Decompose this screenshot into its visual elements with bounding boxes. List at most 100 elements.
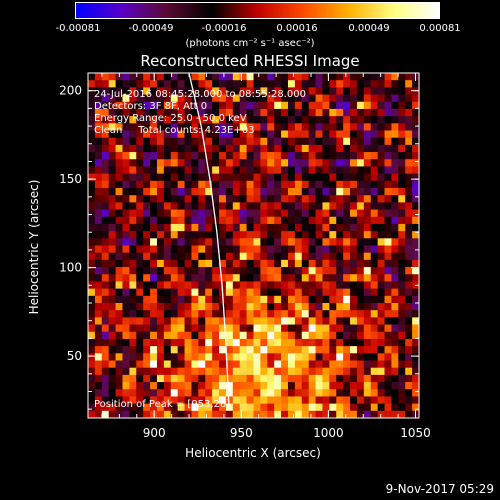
heatmap-cell [260, 188, 268, 196]
heatmap-cell [219, 116, 227, 124]
heatmap-cell [363, 259, 372, 268]
heatmap-cell [405, 123, 413, 131]
heatmap-cell [239, 116, 248, 124]
heatmap-cell [343, 360, 351, 369]
heatmap-cell [287, 159, 296, 167]
heatmap-cell [274, 360, 282, 369]
heatmap-cell [122, 94, 130, 103]
heatmap-cell [115, 173, 123, 182]
heatmap-cell [94, 281, 103, 290]
heatmap-cell [329, 259, 337, 268]
heatmap-cell [391, 410, 399, 419]
heatmap-cell [108, 130, 116, 139]
heatmap-cell [232, 202, 241, 210]
heatmap-cell [225, 259, 234, 268]
heatmap-cell [163, 331, 172, 340]
heatmap-cell [177, 367, 185, 376]
heatmap-cell [177, 267, 185, 275]
heatmap-cell [363, 130, 372, 139]
heatmap-cell [281, 238, 289, 246]
heatmap-cell [329, 331, 337, 340]
heatmap-cell [281, 303, 289, 311]
heatmap-cell [88, 360, 96, 369]
heatmap-cell [156, 123, 165, 131]
heatmap-cell [101, 360, 110, 369]
heatmap-cell [315, 188, 323, 196]
colorbar-units: (photons cm⁻² s⁻¹ asec⁻²) [185, 38, 315, 49]
heatmap-cell [170, 202, 179, 210]
heatmap-cell [315, 209, 323, 218]
heatmap-cell [253, 274, 261, 282]
heatmap-cell [88, 101, 96, 110]
heatmap-cell [184, 159, 192, 167]
heatmap-cell [398, 223, 406, 232]
colorbar-tick: -0.00049 [128, 23, 174, 34]
chart-title: Reconstructed RHESSI Image [140, 52, 360, 70]
heatmap-cell [232, 101, 241, 110]
heatmap-cell [301, 353, 310, 361]
heatmap-cell [108, 295, 116, 304]
heatmap-cell [267, 259, 275, 268]
heatmap-cell [391, 166, 399, 175]
heatmap-cell [232, 396, 241, 405]
heatmap-cell [225, 80, 234, 88]
heatmap-cell [350, 403, 358, 412]
heatmap-cell [412, 216, 420, 225]
heatmap-cell [405, 303, 413, 311]
heatmap-cell [170, 130, 179, 139]
heatmap-cell [253, 108, 261, 117]
heatmap-cell [108, 317, 116, 325]
heatmap-cell [377, 403, 385, 412]
heatmap-cell [122, 180, 130, 189]
heatmap-cell [370, 259, 379, 268]
heatmap-cell [377, 317, 385, 325]
heatmap-cell [336, 73, 344, 81]
heatmap-cell [198, 346, 206, 354]
heatmap-cell [274, 324, 282, 333]
heatmap-cell [191, 166, 199, 175]
heatmap-cell [122, 73, 130, 81]
heatmap-cell [356, 101, 365, 110]
heatmap-cell [267, 238, 275, 246]
heatmap-cell [184, 202, 192, 210]
heatmap-cell [170, 288, 179, 297]
heatmap-cell [294, 403, 303, 412]
heatmap-cell [150, 295, 158, 304]
heatmap-cell [363, 159, 372, 167]
heatmap-cell [177, 274, 185, 282]
heatmap-cell [356, 216, 365, 225]
heatmap-cell [398, 116, 406, 124]
heatmap-cell [363, 389, 372, 397]
heatmap-cell [191, 396, 199, 405]
heatmap-cell [350, 382, 358, 390]
heatmap-cell [308, 360, 316, 369]
heatmap-cell [129, 382, 137, 390]
heatmap-cell [391, 238, 399, 246]
heatmap-cell [412, 396, 420, 405]
heatmap-cell [150, 123, 158, 131]
heatmap-cell [329, 87, 337, 95]
heatmap-cell [170, 382, 179, 390]
heatmap-cell [294, 295, 303, 304]
heatmap-cell [184, 274, 192, 282]
heatmap-cell [122, 231, 130, 239]
heatmap-cell [156, 281, 165, 290]
heatmap-cell [150, 116, 158, 124]
heatmap-cell [191, 353, 199, 361]
heatmap-cell [239, 310, 248, 318]
heatmap-cell [336, 403, 344, 412]
heatmap-cell [308, 310, 316, 318]
heatmap-cell [329, 180, 337, 189]
heatmap-cell [184, 238, 192, 246]
heatmap-cell [170, 317, 179, 325]
heatmap-cell [350, 252, 358, 261]
heatmap-cell [170, 324, 179, 333]
heatmap-cell [232, 87, 241, 95]
heatmap-cell [108, 180, 116, 189]
heatmap-cell [287, 173, 296, 182]
heatmap-cell [398, 188, 406, 196]
heatmap-cell [94, 331, 103, 340]
heatmap-cell [356, 295, 365, 304]
heatmap-cell [377, 389, 385, 397]
heatmap-cell [205, 130, 213, 139]
